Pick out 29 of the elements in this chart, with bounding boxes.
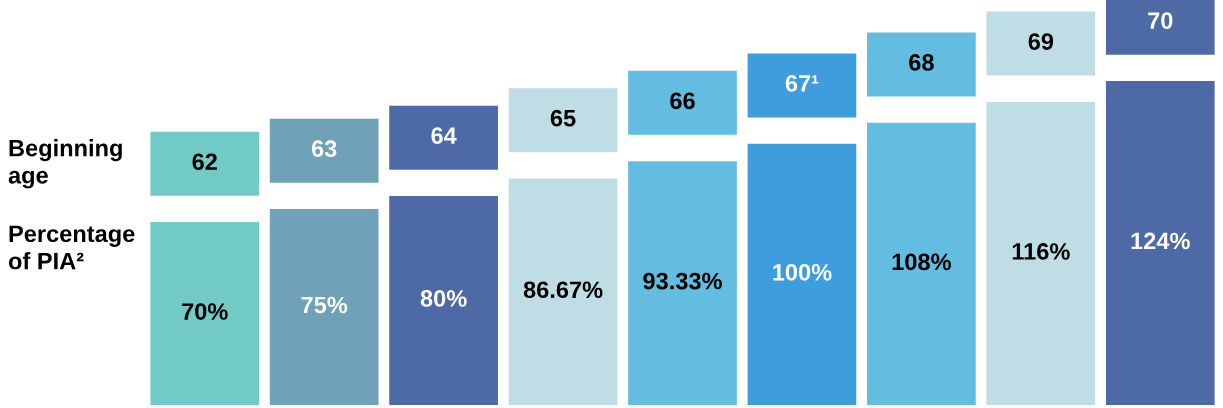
- x-tick-label: 65: [550, 109, 576, 127]
- x-tick-label: 62: [192, 153, 217, 171]
- bar: [150, 222, 260, 405]
- data-label: 75%: [301, 296, 348, 314]
- x-axis-title: Beginning age: [8, 139, 122, 189]
- bar: [747, 143, 857, 405]
- data-label: 80%: [420, 290, 467, 307]
- x-tick-label: 69: [1028, 33, 1054, 50]
- data-label: 70%: [182, 303, 228, 320]
- data-label: 93.33%: [643, 272, 722, 290]
- bar: [389, 195, 498, 405]
- x-tick-label: 63: [311, 140, 337, 158]
- bar: [1105, 81, 1215, 405]
- data-label: 116%: [1012, 243, 1070, 260]
- bar: [508, 178, 618, 405]
- x-tick-label: 68: [909, 54, 934, 71]
- y-axis-title: Percentage of PIA²: [8, 225, 135, 270]
- bar: [986, 101, 1096, 405]
- bar: [269, 209, 379, 405]
- x-tick-label: 70: [1148, 12, 1173, 29]
- bar: [867, 122, 976, 405]
- x-tick-label: 66: [670, 92, 695, 110]
- x-tick-label: 64: [431, 127, 457, 144]
- data-label: 108%: [892, 253, 951, 271]
- data-label: 100%: [773, 263, 832, 281]
- data-label: 124%: [1131, 232, 1190, 250]
- x-tick-label: 67¹: [785, 74, 819, 92]
- bar: [628, 161, 737, 405]
- data-label: 86.67%: [523, 281, 603, 299]
